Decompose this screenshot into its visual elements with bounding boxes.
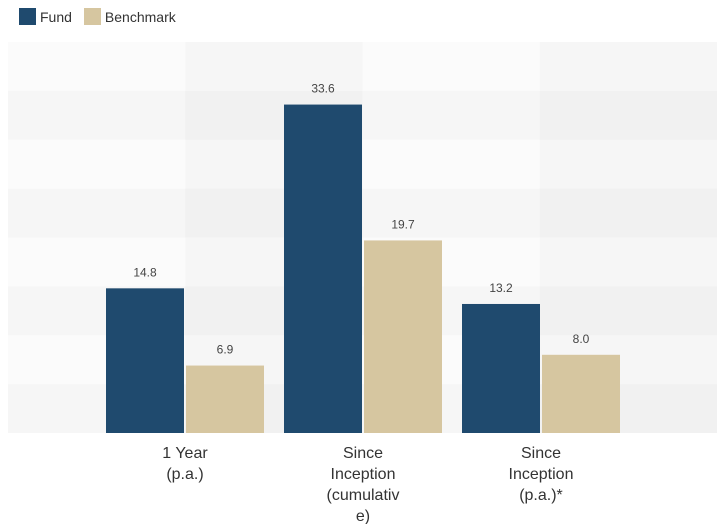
category-label-0: 1 Year (p.a.): [162, 445, 208, 483]
legend-item-benchmark[interactable]: Benchmark: [83, 8, 176, 25]
background-band: [8, 91, 717, 140]
category-label-line: Since: [521, 445, 561, 462]
value-labels: 14.8 6.9 33.6 19.7 13.2 8.0: [133, 82, 589, 357]
value-label-fund-0: 14.8: [133, 265, 157, 279]
category-label-line: Inception: [509, 466, 574, 483]
category-label-1: Since Inception (cumulativ e): [327, 445, 400, 524]
value-label-fund-1: 33.6: [311, 82, 335, 96]
legend-swatch-fund: [19, 8, 36, 25]
category-label-line: 1 Year: [162, 445, 208, 462]
bar-benchmark-0[interactable]: [186, 365, 264, 433]
background-band: [8, 189, 717, 238]
category-label-line: (p.a.)*: [519, 487, 563, 504]
category-label-line: (p.a.): [166, 466, 203, 483]
bar-fund-0[interactable]: [106, 288, 184, 433]
category-label-2: Since Inception (p.a.)*: [509, 445, 574, 504]
value-label-benchmark-1: 19.7: [391, 217, 415, 231]
legend-label-fund: Fund: [40, 8, 72, 25]
bar-fund-1[interactable]: [284, 104, 362, 433]
value-label-benchmark-2: 8.0: [573, 332, 590, 346]
category-label-line: (cumulativ: [327, 487, 400, 504]
bar-benchmark-2[interactable]: [542, 354, 620, 433]
legend-swatch-benchmark: [83, 8, 101, 25]
category-label-line: Since: [343, 445, 383, 462]
legend-item-fund[interactable]: Fund: [19, 8, 72, 25]
value-label-benchmark-0: 6.9: [217, 343, 234, 357]
bar-fund-2[interactable]: [462, 303, 540, 433]
category-label-line: e): [356, 508, 370, 524]
category-labels: 1 Year (p.a.)Since Inception (cumulativ e)Si…: [162, 445, 573, 524]
legend-label-benchmark: Benchmark: [104, 8, 176, 25]
bars: [106, 104, 620, 433]
chart-legend: Fund Benchmark: [19, 8, 188, 25]
bar-benchmark-1[interactable]: [364, 240, 442, 433]
category-label-line: Inception: [331, 466, 396, 483]
value-label-fund-2: 13.2: [489, 281, 513, 295]
